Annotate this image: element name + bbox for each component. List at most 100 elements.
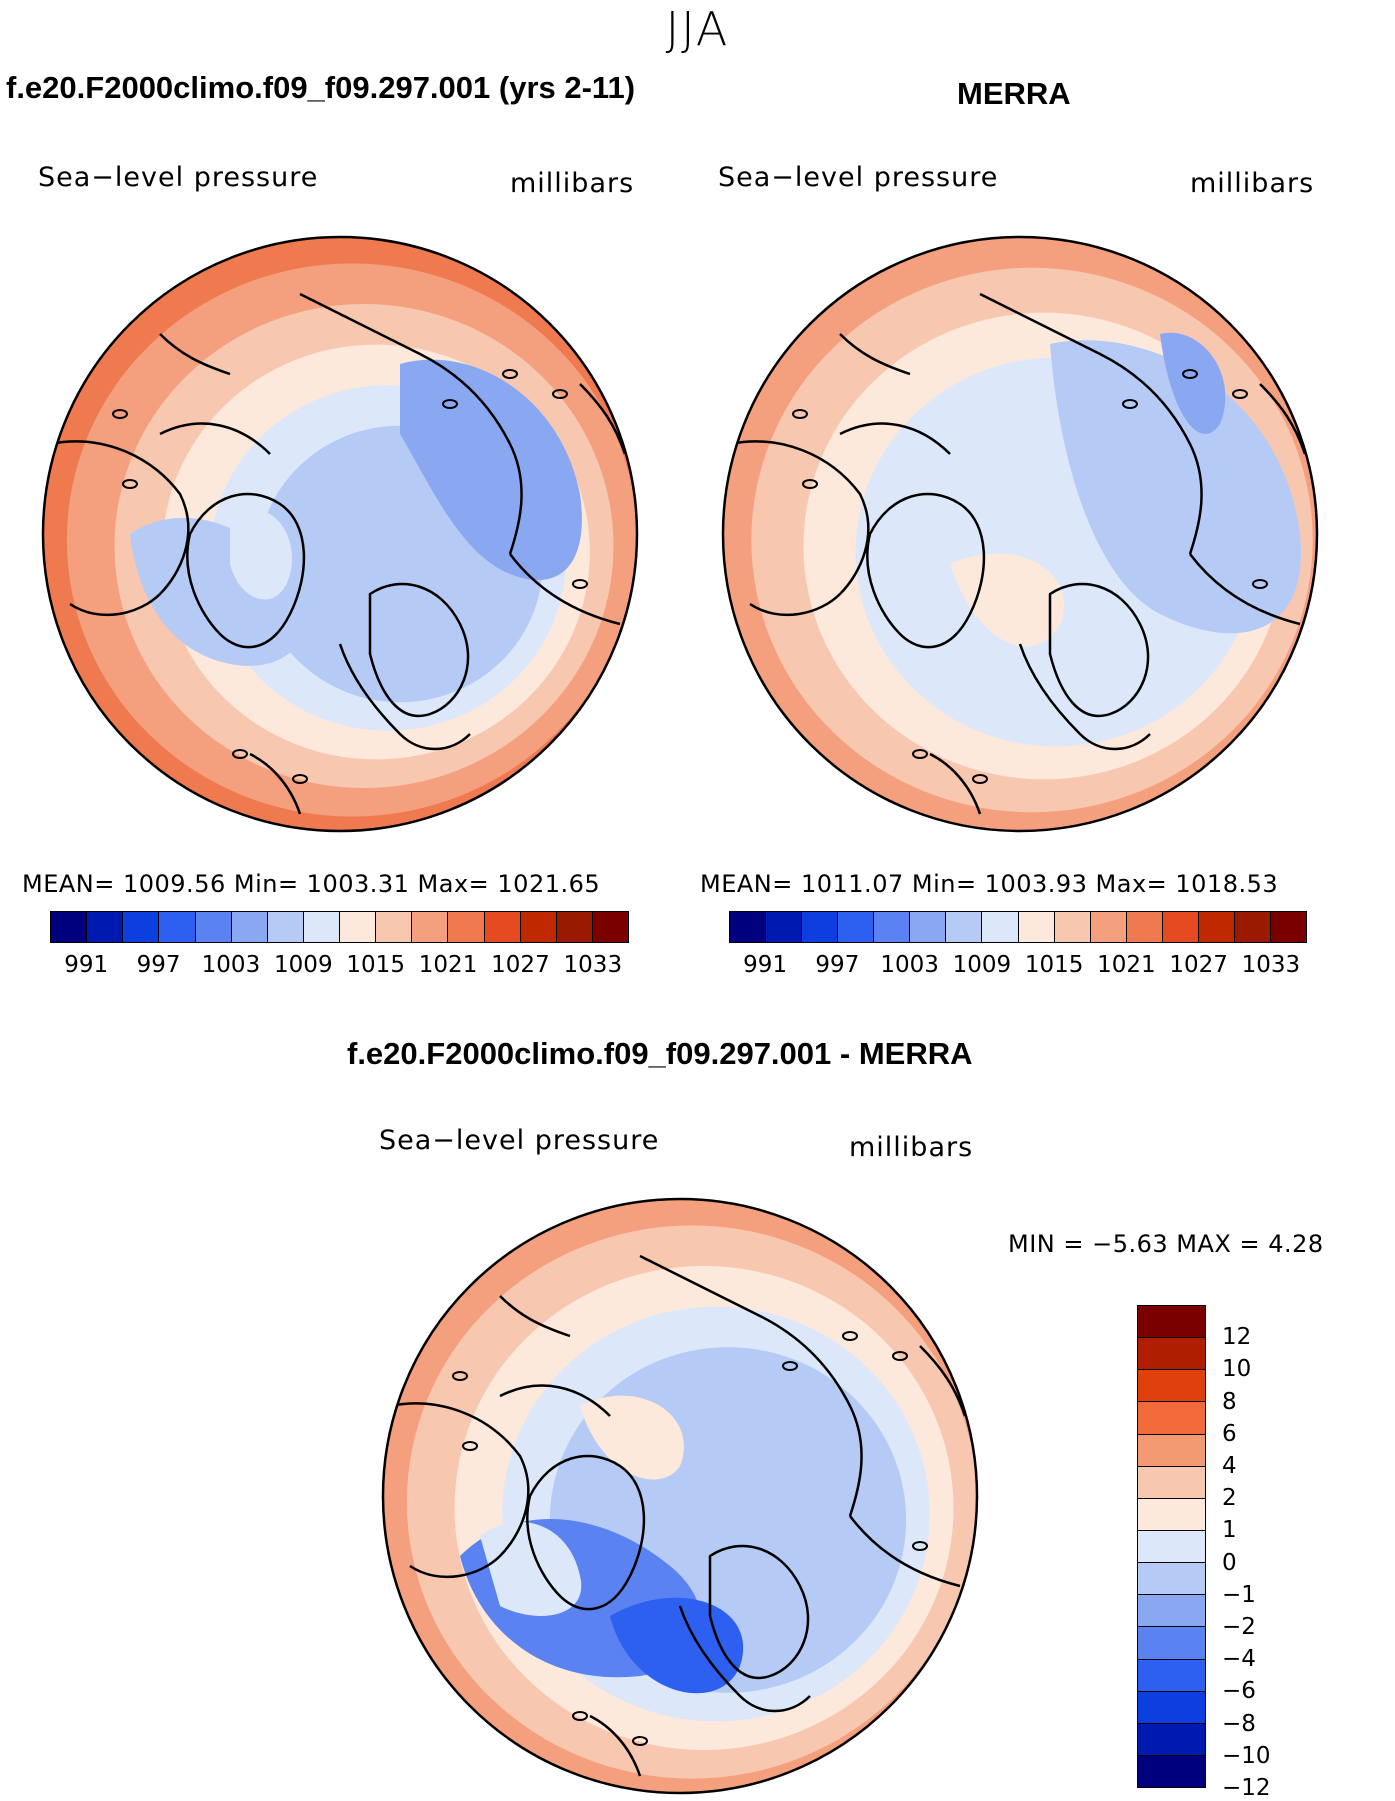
colorbar-tick-label: 1027 (491, 952, 550, 978)
coastline (979, 292, 1203, 555)
island-outline (912, 1541, 928, 1551)
colorbar-swatch (1125, 912, 1162, 942)
island-outline (552, 389, 568, 399)
colorbar-swatch (447, 912, 484, 942)
coastline (389, 1402, 530, 1579)
obs-variable-label: Sea−level pressure (718, 162, 999, 193)
colorbar-swatch (1138, 1401, 1205, 1434)
coastline (708, 1544, 810, 1680)
coastline (1189, 553, 1301, 626)
island-outline (232, 749, 248, 759)
colorbar-swatch (1197, 912, 1234, 942)
colorbar-swatch (86, 912, 123, 942)
obs-colorbar (729, 911, 1307, 943)
model-colorbar (50, 911, 629, 943)
colorbar-swatch (1138, 1594, 1205, 1627)
colorbar-swatch (1138, 1722, 1205, 1755)
colorbar-swatch (1138, 1465, 1205, 1498)
obs-panel-header: MERRA (957, 76, 1071, 111)
coastline (159, 422, 271, 455)
colorbar-swatch (765, 912, 802, 942)
island-outline (842, 1331, 858, 1341)
colorbar-tick-label: 1021 (1097, 952, 1156, 978)
island-outline (292, 774, 308, 784)
island-outline (1252, 579, 1268, 589)
island-outline (572, 579, 588, 589)
coastline (678, 1605, 811, 1713)
colorbar-swatch (519, 912, 556, 942)
obs-stats: MEAN= 1011.07 Min= 1003.93 Max= 1018.53 (700, 870, 1279, 898)
colorbar-swatch (1089, 912, 1126, 942)
model-variable-label: Sea−level pressure (38, 162, 319, 193)
colorbar-tick-label: 1015 (1024, 952, 1084, 978)
colorbar-swatch (909, 912, 946, 942)
colorbar-swatch (1138, 1337, 1205, 1370)
obs-slp-map (721, 235, 1319, 833)
island-outline (1182, 369, 1198, 379)
colorbar-tick-label: 2 (1222, 1485, 1237, 1512)
colorbar-tick-label: −4 (1222, 1646, 1256, 1673)
field-anomaly (610, 1597, 744, 1694)
colorbar-tick-label: 1003 (880, 952, 939, 978)
model-colorbar-ticks: 991 997 1003 1009 1015 1021 1027 1033 (50, 952, 629, 982)
colorbar-swatch (801, 912, 838, 942)
colorbar-swatch (1138, 1754, 1205, 1788)
colorbar-tick-label: −10 (1222, 1742, 1271, 1769)
diff-panel-header: f.e20.F2000climo.f09_f09.297.001 - MERRA (347, 1036, 973, 1071)
diff-colorbar (1137, 1305, 1206, 1788)
colorbar-swatch (945, 912, 982, 942)
island-outline (502, 369, 518, 379)
diff-stats: MIN = −5.63 MAX = 4.28 (1008, 1230, 1324, 1258)
field-anomaly (1160, 332, 1226, 434)
coastline (1018, 643, 1151, 751)
colorbar-tick-label: −8 (1222, 1710, 1256, 1737)
coastline (499, 1384, 611, 1417)
colorbar-tick-label: −1 (1222, 1581, 1256, 1608)
model-panel-header: f.e20.F2000climo.f09_f09.297.001 (yrs 2-… (6, 70, 636, 105)
colorbar-swatch (837, 912, 874, 942)
colorbar-swatch (1138, 1497, 1205, 1530)
island-outline (452, 1371, 468, 1381)
island-outline (632, 1736, 648, 1746)
field-anomaly (230, 508, 292, 600)
map-boundary (381, 1197, 979, 1795)
colorbar-tick-label: 1 (1222, 1517, 1237, 1544)
map-boundary (41, 235, 639, 833)
colorbar-tick-label: −6 (1222, 1678, 1256, 1705)
island-outline (462, 1441, 478, 1451)
coastline (839, 333, 911, 376)
colorbar-tick-label: 997 (815, 952, 860, 978)
colorbar-swatch (194, 912, 231, 942)
diff-colorbar-ticks: 12 10 8 6 4 2 1 0 −1 −2 −4 −6 −8 −10 −12 (1222, 1305, 1302, 1801)
coastline (929, 752, 982, 815)
diff-slp-map (381, 1197, 979, 1795)
island-outline (1232, 389, 1248, 399)
coastline (368, 582, 470, 718)
colorbar-swatch (1053, 912, 1090, 942)
colorbar-swatch (1138, 1626, 1205, 1659)
colorbar-swatch (1138, 1306, 1205, 1338)
colorbar-swatch (339, 912, 376, 942)
coastline (729, 440, 870, 617)
coastline (509, 553, 621, 626)
field-anomaly (400, 359, 582, 581)
coastline (1048, 582, 1150, 718)
colorbar-swatch (1138, 1433, 1205, 1466)
colorbar-swatch (981, 912, 1018, 942)
map-boundary (721, 235, 1319, 833)
island-outline (122, 479, 138, 489)
coastline (639, 1254, 863, 1517)
colorbar-tick-label: 1021 (418, 952, 478, 978)
colorbar-tick-label: 1009 (952, 952, 1012, 978)
coastline (866, 492, 986, 649)
colorbar-swatch (158, 912, 195, 942)
colorbar-swatch (1233, 912, 1270, 942)
colorbar-swatch (1138, 1562, 1205, 1595)
colorbar-swatch (411, 912, 448, 942)
colorbar-swatch (1017, 912, 1054, 942)
coastline (499, 1295, 571, 1338)
colorbar-tick-label: 1009 (274, 952, 333, 978)
colorbar-swatch (51, 912, 87, 942)
colorbar-swatch (1138, 1658, 1205, 1691)
colorbar-swatch (122, 912, 159, 942)
